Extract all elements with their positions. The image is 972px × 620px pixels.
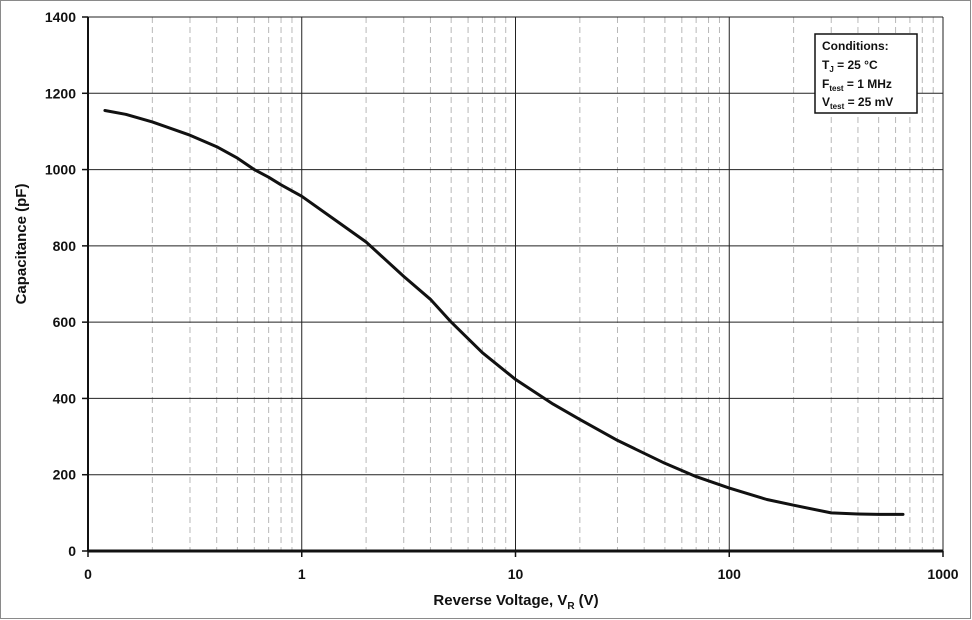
y-tick-label: 1000	[45, 162, 76, 178]
conditions-box-frame	[814, 33, 918, 114]
x-tick-label: 0	[84, 566, 92, 582]
axes-layer	[82, 16, 944, 557]
grid-layer	[87, 16, 944, 552]
x-tick-label: 1	[298, 566, 306, 582]
capacitance-series-line	[103, 109, 905, 516]
x-axis-title-sub: R	[567, 601, 575, 612]
y-tick-label: 1400	[45, 9, 76, 25]
x-axis-title-main: Reverse Voltage, V	[433, 592, 567, 609]
condition-tj: TJ = 25 °C	[822, 58, 878, 74]
y-tick-label: 1200	[45, 85, 76, 101]
x-tick-label: 100	[718, 566, 742, 582]
y-tick-label: 0	[68, 543, 76, 559]
x-axis-title: Reverse Voltage, VR (V)	[433, 592, 598, 612]
y-tick-label: 600	[53, 314, 77, 330]
conditions-box: Conditions: TJ = 25 °C Ftest = 1 MHz Vte…	[814, 33, 918, 114]
y-tick-label: 800	[53, 238, 77, 254]
x-tick-label: 1000	[927, 566, 958, 582]
data-layer	[103, 109, 905, 516]
y-tick-label: 200	[53, 467, 77, 483]
conditions-title: Conditions:	[822, 39, 889, 53]
y-axis-title: Capacitance (pF)	[13, 184, 30, 305]
label-layer: 0 200 400 600 800 1000 1200 1400 0 1 10 100 1000	[45, 9, 959, 582]
condition-ftest: Ftest = 1 MHz	[822, 77, 892, 93]
x-axis-title-unit: (V)	[579, 592, 599, 609]
y-tick-label: 400	[53, 390, 77, 406]
x-tick-label: 10	[508, 566, 524, 582]
condition-vtest: Vtest = 25 mV	[822, 95, 893, 111]
